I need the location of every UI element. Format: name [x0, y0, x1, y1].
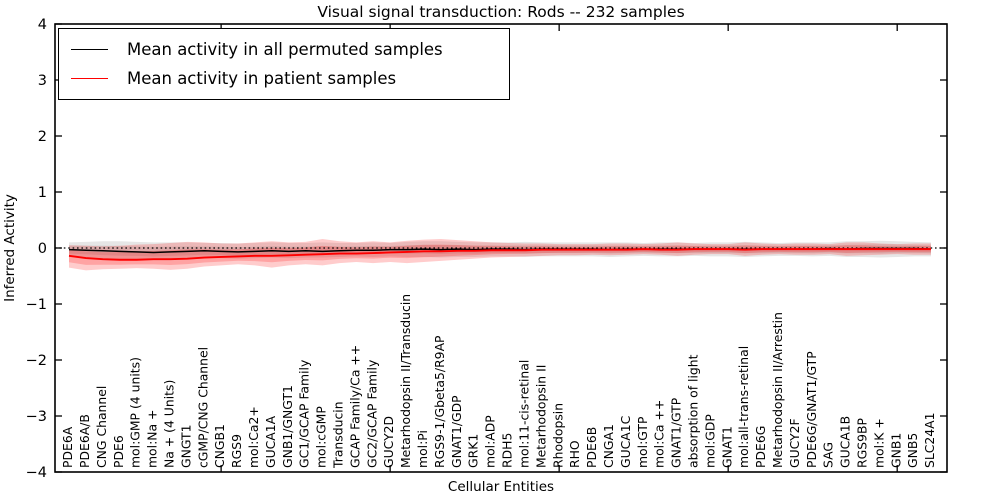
x-category-label: mol:Ca ++ — [652, 400, 667, 468]
y-axis-label: Inferred Activity — [2, 194, 18, 302]
mean-activity-in-patient-samples-band-outer — [69, 239, 931, 271]
x-category-label: SLC24A1 — [922, 412, 937, 468]
y-tick-label: 3 — [38, 73, 47, 89]
x-category-label: PDE6A — [60, 426, 75, 468]
x-category-label: RGS9-1/Gbeta5/R9AP — [432, 335, 447, 468]
x-category-label: GNAT1/GDP — [449, 395, 464, 468]
x-category-label: mol:11-cis-retinal — [516, 360, 531, 468]
x-category-label: RHO — [567, 440, 582, 468]
x-category-label: RGS9BP — [854, 418, 869, 468]
x-category-label: GRK1 — [466, 434, 481, 468]
permuted-line-swatch — [71, 49, 108, 50]
x-category-label: GNGT1 — [178, 425, 193, 468]
legend-label-patient: Mean activity in patient samples — [127, 69, 397, 88]
x-category-label: GCAP Family/Ca ++ — [347, 345, 362, 468]
legend-label-permuted: Mean activity in all permuted samples — [127, 40, 443, 59]
y-tick-label: −3 — [26, 409, 47, 425]
y-tick-label: 4 — [38, 17, 47, 33]
x-category-label: GUCA1A — [263, 415, 278, 468]
x-category-label: Transducin — [331, 401, 346, 469]
x-category-label: Na + (4 Units) — [162, 380, 177, 468]
y-tick-label: 2 — [38, 129, 47, 145]
legend-entry-permuted: Mean activity in all permuted samples — [71, 35, 499, 64]
x-category-label: CNG Channel — [94, 386, 109, 468]
x-category-label: mol:GDP — [702, 414, 717, 468]
x-category-labels: PDE6A PDE6A/B CNG Channel PDE6 mol:GMP (4 un… — [60, 294, 937, 469]
x-category-label: Metarhodopsin II/Transducin — [398, 294, 413, 468]
x-category-label: GNB1/GNGT1 — [280, 385, 295, 468]
x-category-label: mol:ADP — [483, 415, 498, 468]
x-category-label: mol:all-trans-retinal — [736, 346, 751, 468]
x-category-label: Metarhodopsin II — [533, 365, 548, 468]
x-category-label: cGMP/CNG Channel — [195, 347, 210, 468]
y-tick-label: −4 — [26, 465, 47, 481]
patient-line-swatch — [71, 78, 108, 79]
y-tick-label: 1 — [38, 185, 47, 201]
x-category-label: CNGA1 — [601, 424, 616, 468]
x-category-label: GUCY2D — [381, 416, 396, 468]
x-category-label: mol:Ca2+ — [246, 406, 261, 468]
x-category-label: GC2/GCAP Family — [364, 360, 379, 468]
x-category-label: GUCA1B — [838, 416, 853, 468]
x-category-label: GUCA1C — [618, 416, 633, 468]
x-category-label: GNAT1 — [719, 426, 734, 468]
y-tick-label: −1 — [26, 297, 47, 313]
x-category-label: absorption of light — [685, 354, 700, 468]
mean-activity-in-patient-samples-line — [68, 248, 931, 261]
x-category-label: CNGB1 — [212, 424, 227, 468]
x-category-label: PDE6B — [584, 427, 599, 468]
x-category-label: PDE6G — [753, 426, 768, 468]
x-category-label: mol:K + — [871, 418, 886, 468]
x-category-label: GNB5 — [905, 433, 920, 468]
x-category-label: RGS9 — [229, 434, 244, 468]
x-category-label: PDE6A/B — [77, 414, 92, 468]
y-tick-label: −2 — [26, 353, 47, 369]
x-category-label: SAG — [821, 442, 836, 468]
y-tick-label: 0 — [38, 241, 47, 257]
x-category-label: GNB1 — [888, 433, 903, 468]
x-axis-label: Cellular Entities — [447, 479, 555, 495]
x-category-label: mol:GMP (4 units) — [128, 357, 143, 468]
legend-entry-patient: Mean activity in patient samples — [71, 64, 499, 93]
x-category-label: mol:GTP — [635, 416, 650, 468]
x-category-label: mol:Na + — [145, 410, 160, 468]
x-category-label: GUCY2F — [787, 418, 802, 468]
x-category-label: GNAT1/GTP — [669, 397, 684, 468]
x-category-label: GC1/GCAP Family — [297, 360, 312, 468]
x-category-label: PDE6 — [111, 435, 126, 468]
chart-title: Visual signal transduction: Rods -- 232 … — [317, 3, 685, 21]
x-category-label: mol:Pi — [415, 430, 430, 468]
legend: Mean activity in all permuted samples Me… — [58, 28, 510, 100]
x-category-label: mol:cGMP — [314, 406, 329, 468]
x-category-label: Metarhodopsin II/Arrestin — [770, 312, 785, 468]
x-axis-ticks — [220, 24, 898, 472]
x-category-label: Rhodopsin — [550, 403, 565, 468]
y-axis-ticks: −4 −3 −2 −1 0 1 2 3 4 — [26, 17, 947, 481]
x-category-label: PDE6G/GNAT1/GTP — [804, 351, 819, 468]
x-category-label: RDH5 — [500, 433, 515, 468]
